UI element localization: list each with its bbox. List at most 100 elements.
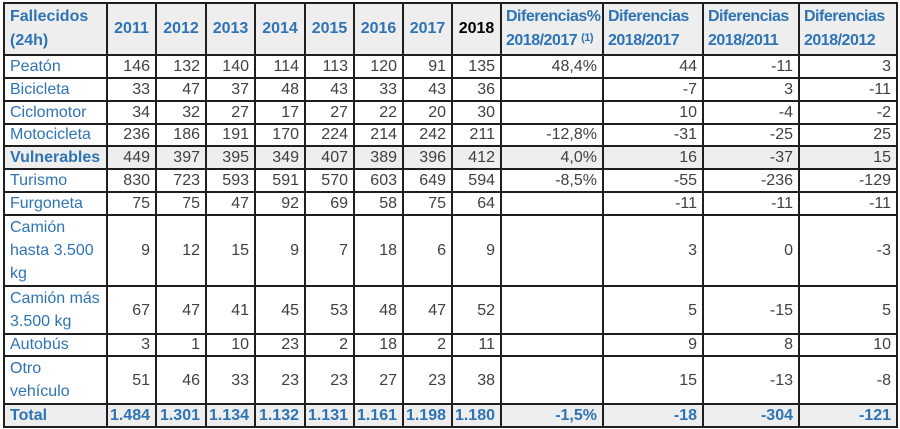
diff-cell: -11: [602, 191, 704, 216]
value-cell: 12: [155, 214, 207, 287]
diff-cell: 44: [602, 54, 704, 79]
value-cell: 723: [155, 168, 207, 193]
value-cell: 113: [304, 54, 355, 79]
value-cell: 18: [353, 333, 404, 357]
diff-cell: 15: [602, 355, 704, 405]
value-cell: 48: [353, 285, 404, 335]
diff-cell: -7: [602, 77, 704, 102]
value-cell: 1.198: [402, 403, 453, 428]
col-header-category: Fallecidos (24h): [3, 2, 108, 56]
col-header-2016: 2016: [353, 2, 404, 56]
value-cell: 191: [205, 123, 256, 147]
value-cell: 449: [106, 145, 157, 170]
value-cell: 135: [451, 54, 502, 79]
value-cell: 91: [402, 54, 453, 79]
value-cell: 47: [155, 77, 207, 102]
value-cell: 27: [205, 100, 256, 125]
value-cell: 1.134: [205, 403, 256, 428]
row-label: Furgoneta: [3, 191, 108, 216]
diff-cell: 3: [602, 214, 704, 287]
diff-pct-cell: [500, 333, 604, 357]
value-cell: 69: [304, 191, 355, 216]
row-label: Total: [3, 403, 108, 428]
value-cell: 37: [205, 77, 256, 102]
value-cell: 51: [106, 355, 157, 405]
diff-pct-cell: -1,5%: [500, 403, 604, 428]
value-cell: 43: [304, 77, 355, 102]
value-cell: 146: [106, 54, 157, 79]
value-cell: 22: [353, 100, 404, 125]
value-cell: 1.484: [106, 403, 157, 428]
value-cell: 33: [205, 355, 256, 405]
value-cell: 64: [451, 191, 502, 216]
value-cell: 47: [205, 191, 256, 216]
diff-cell: 10: [798, 333, 898, 357]
value-cell: 397: [155, 145, 207, 170]
row-label: Camión hasta 3.500 kg: [3, 214, 108, 287]
fatalities-table: Fallecidos (24h) 2011 2012 2013 2014 201…: [3, 2, 898, 428]
diff-pct-cell: [500, 214, 604, 287]
value-cell: 389: [353, 145, 404, 170]
value-cell: 1.301: [155, 403, 207, 428]
value-cell: 593: [205, 168, 256, 193]
value-cell: 27: [304, 100, 355, 125]
row-otro-vehiculo: Otro vehículo 51 46 33 23 23 27 23 38 15 -13 -8: [3, 355, 898, 405]
diff-pct-line2: 2018/2017: [506, 32, 578, 49]
value-cell: 9: [254, 214, 306, 287]
value-cell: 140: [205, 54, 256, 79]
value-cell: 649: [402, 168, 453, 193]
diff-cell: -236: [702, 168, 800, 193]
diff-cell: -129: [798, 168, 898, 193]
value-cell: 10: [205, 333, 256, 357]
value-cell: 30: [451, 100, 502, 125]
diff-cell: -31: [602, 123, 704, 147]
value-cell: 2: [402, 333, 453, 357]
col-header-diff-2011: Diferencias 2018/2011: [702, 2, 800, 56]
diff-cell: -18: [602, 403, 704, 428]
value-cell: 46: [155, 355, 207, 405]
value-cell: 7: [304, 214, 355, 287]
diff-cell: 25: [798, 123, 898, 147]
diff-cell: -304: [702, 403, 800, 428]
diff-cell: -11: [798, 191, 898, 216]
value-cell: 1: [155, 333, 207, 357]
row-peaton: Peatón 146 132 140 114 113 120 91 135 48,4% 44 -11 3: [3, 54, 898, 79]
col-header-2013: 2013: [205, 2, 256, 56]
value-cell: 214: [353, 123, 404, 147]
diff-pct-line1: Diferencias%: [506, 8, 601, 25]
value-cell: 75: [155, 191, 207, 216]
value-cell: 170: [254, 123, 306, 147]
value-cell: 11: [451, 333, 502, 357]
diff-pct-cell: 4,0%: [500, 145, 604, 170]
value-cell: 18: [353, 214, 404, 287]
value-cell: 114: [254, 54, 306, 79]
value-cell: 15: [205, 214, 256, 287]
diff-pct-cell: -12,8%: [500, 123, 604, 147]
header-row: Fallecidos (24h) 2011 2012 2013 2014 201…: [3, 2, 898, 56]
row-label: Bicicleta: [3, 77, 108, 102]
value-cell: 52: [451, 285, 502, 335]
row-total: Total 1.484 1.301 1.134 1.132 1.131 1.161 1.198…: [3, 403, 898, 428]
diff-pct-cell: [500, 77, 604, 102]
value-cell: 224: [304, 123, 355, 147]
value-cell: 75: [402, 191, 453, 216]
value-cell: 9: [106, 214, 157, 287]
value-cell: 186: [155, 123, 207, 147]
col-header-2018: 2018: [451, 2, 502, 56]
diff-cell: -11: [702, 191, 800, 216]
row-furgoneta: Furgoneta 75 75 47 92 69 58 75 64 -11 -11 -11: [3, 191, 898, 216]
value-cell: 6: [402, 214, 453, 287]
value-cell: 1.131: [304, 403, 355, 428]
col-header-diff-2017: Diferencias 2018/2017: [602, 2, 704, 56]
value-cell: 38: [451, 355, 502, 405]
row-autobus: Autobús 3 1 10 23 2 18 2 11 9 8 10: [3, 333, 898, 357]
value-cell: 9: [451, 214, 502, 287]
value-cell: 396: [402, 145, 453, 170]
diff-cell: -11: [798, 77, 898, 102]
value-cell: 3: [106, 333, 157, 357]
row-bicicleta: Bicicleta 33 47 37 48 43 33 43 36 -7 3 -11: [3, 77, 898, 102]
value-cell: 43: [402, 77, 453, 102]
value-cell: 1.132: [254, 403, 306, 428]
value-cell: 236: [106, 123, 157, 147]
